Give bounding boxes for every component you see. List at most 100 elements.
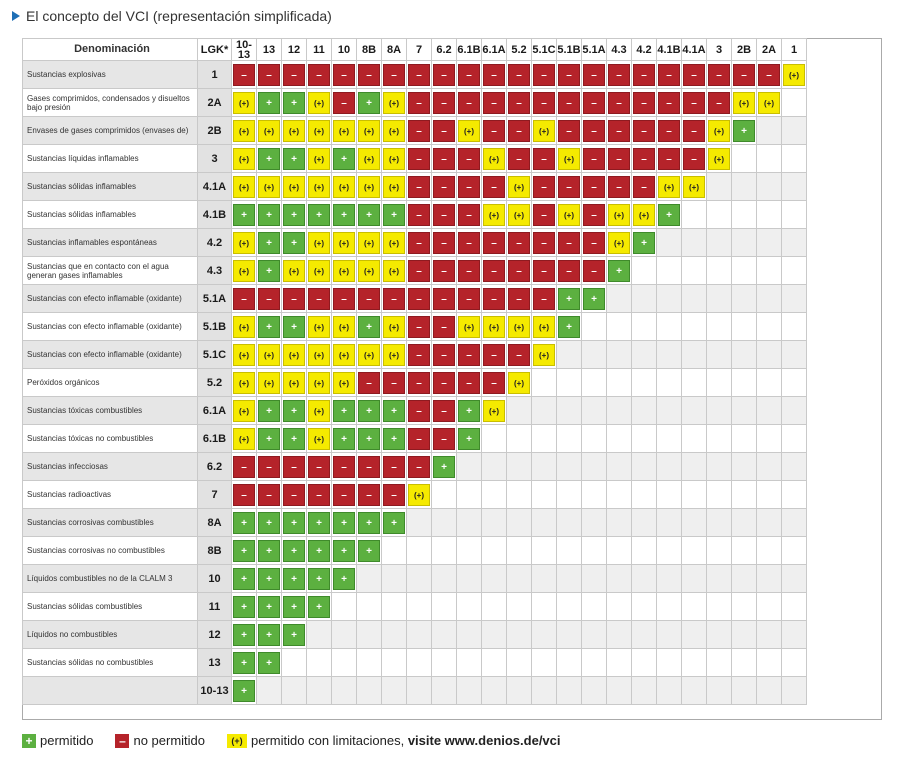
legend-permitted-label: permitido — [40, 733, 94, 748]
column-header-6-1B: 6.1B — [456, 38, 482, 61]
empty-cell — [631, 592, 657, 621]
empty-cell — [581, 424, 607, 453]
not-permitted-chip: – — [283, 483, 305, 506]
limited-chip: (+) — [283, 343, 305, 366]
empty-cell — [456, 508, 482, 537]
limited-chip: (+) — [408, 483, 430, 506]
empty-cell — [756, 256, 782, 285]
column-header-5-1B: 5.1B — [556, 38, 582, 61]
table-row: Sustancias tóxicas no combustibles 6.1B (+… — [22, 424, 807, 453]
empty-cell — [756, 284, 782, 313]
empty-cell — [606, 396, 632, 425]
empty-cell — [756, 312, 782, 341]
matrix-cell: – — [356, 60, 382, 89]
matrix-cell: – — [481, 116, 507, 145]
empty-cell — [756, 564, 782, 593]
matrix-cell: (+) — [231, 424, 257, 453]
empty-cell — [731, 200, 757, 229]
empty-cell — [556, 424, 582, 453]
row-name: Sustancias explosivas — [22, 60, 198, 89]
limited-chip: (+) — [358, 119, 380, 142]
matrix-cell: – — [481, 172, 507, 201]
empty-cell — [656, 480, 682, 509]
matrix-cell: – — [431, 312, 457, 341]
empty-cell — [556, 368, 582, 397]
matrix-cell: – — [506, 144, 532, 173]
matrix-cell: + — [256, 200, 282, 229]
not-permitted-chip: – — [533, 175, 555, 198]
empty-cell — [456, 648, 482, 677]
empty-cell — [731, 452, 757, 481]
not-permitted-chip: – — [483, 63, 505, 86]
legend-limited-label: permitido con limitaciones, — [251, 733, 405, 748]
not-permitted-chip: – — [558, 91, 580, 114]
matrix-cell: (+) — [506, 312, 532, 341]
empty-cell — [731, 256, 757, 285]
empty-cell — [406, 508, 432, 537]
legend-visit-link[interactable]: visite www.denios.de/vci — [407, 733, 561, 748]
permitted-chip: + — [308, 567, 330, 590]
empty-cell — [706, 284, 732, 313]
empty-cell — [531, 452, 557, 481]
empty-cell — [456, 676, 482, 705]
empty-cell — [531, 480, 557, 509]
not-permitted-chip: – — [408, 203, 430, 226]
empty-cell — [581, 564, 607, 593]
row-name: Sustancias inflamables espontáneas — [22, 228, 198, 257]
matrix-cell: + — [281, 536, 307, 565]
permitted-chip: + — [258, 511, 280, 534]
not-permitted-chip: – — [683, 147, 705, 170]
column-header-4-1B: 4.1B — [656, 38, 682, 61]
matrix-cell: – — [581, 200, 607, 229]
permitted-chip: + — [258, 651, 280, 674]
matrix-cell: + — [256, 312, 282, 341]
empty-cell — [656, 312, 682, 341]
table-row: Líquidos no combustibles 12 + + + — [22, 620, 807, 649]
matrix-cell: + — [306, 592, 332, 621]
permitted-chip: + — [333, 539, 355, 562]
limited-chip: (+) — [383, 315, 405, 338]
empty-cell — [481, 648, 507, 677]
matrix-cell: (+) — [531, 116, 557, 145]
empty-cell — [606, 508, 632, 537]
empty-cell — [406, 648, 432, 677]
not-permitted-chip: – — [283, 63, 305, 86]
not-permitted-chip: – — [408, 427, 430, 450]
empty-cell — [606, 480, 632, 509]
matrix-cell: – — [556, 172, 582, 201]
matrix-cell: (+) — [481, 200, 507, 229]
matrix-cell: – — [506, 284, 532, 313]
permitted-chip: + — [333, 147, 355, 170]
empty-cell — [706, 396, 732, 425]
not-permitted-chip: – — [508, 119, 530, 142]
empty-cell — [281, 676, 307, 705]
not-permitted-chip: – — [708, 63, 730, 86]
empty-cell — [631, 424, 657, 453]
empty-cell — [306, 676, 332, 705]
permitted-chip: + — [608, 259, 630, 282]
not-permitted-chip: – — [508, 147, 530, 170]
column-header-3: 3 — [706, 38, 732, 61]
permitted-chip: + — [258, 315, 280, 338]
matrix-cell: – — [306, 60, 332, 89]
empty-cell — [706, 312, 732, 341]
not-permitted-chip: – — [283, 287, 305, 310]
empty-cell — [531, 564, 557, 593]
limited-chip: (+) — [233, 427, 255, 450]
row-lgk: 7 — [197, 480, 232, 509]
matrix-cell: (+) — [531, 340, 557, 369]
matrix-cell: – — [531, 228, 557, 257]
matrix-cell: + — [631, 228, 657, 257]
matrix-cell: – — [606, 172, 632, 201]
limited-chip: (+) — [458, 315, 480, 338]
empty-cell — [531, 424, 557, 453]
permitted-chip: + — [258, 427, 280, 450]
table-row: Sustancias corrosivas combustibles 8A + + + +… — [22, 508, 807, 537]
matrix-cell: + — [281, 620, 307, 649]
empty-cell — [506, 480, 532, 509]
legend-limited: (+) permitido con limitaciones, visite w… — [227, 733, 561, 748]
matrix-cell: – — [281, 480, 307, 509]
limited-chip: (+) — [283, 119, 305, 142]
empty-cell — [606, 592, 632, 621]
matrix-cell: + — [256, 620, 282, 649]
